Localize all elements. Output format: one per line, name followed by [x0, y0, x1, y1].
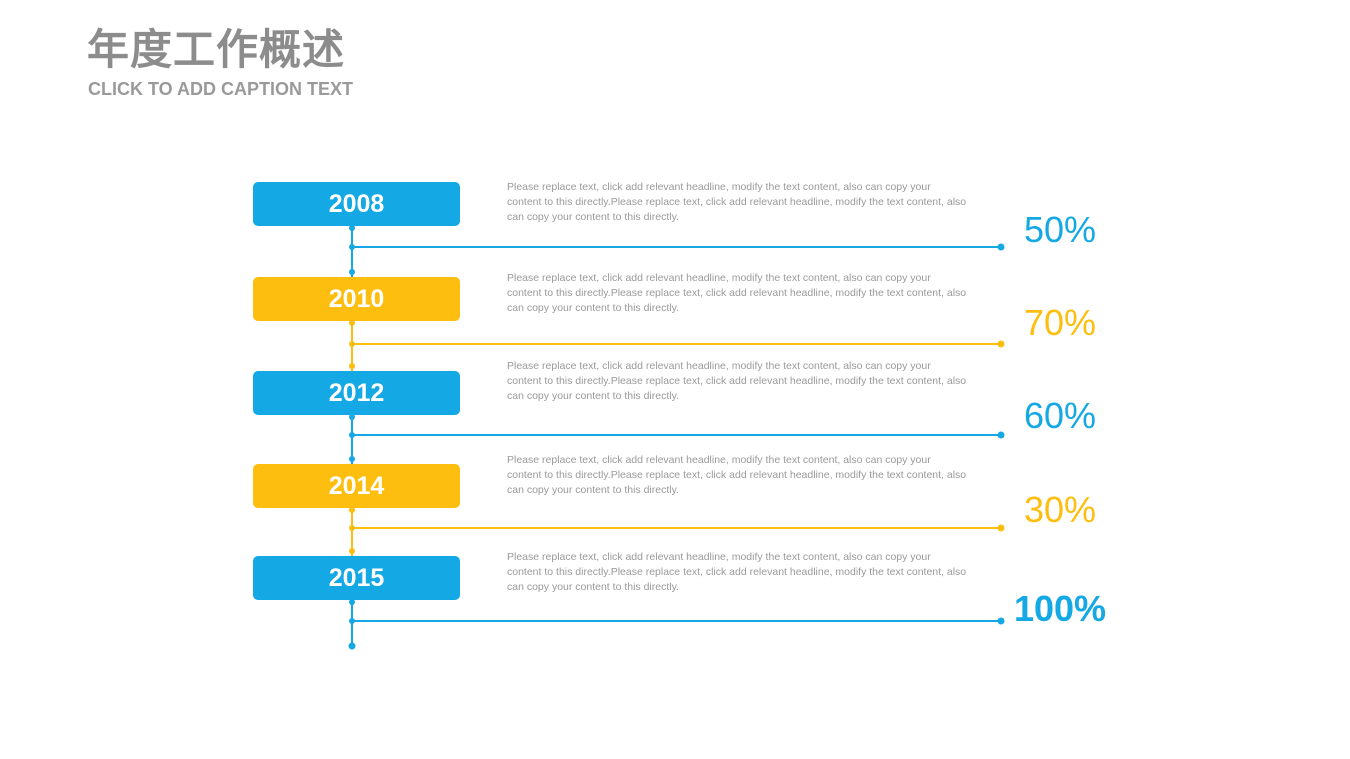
percent-label: 60% [1023, 395, 1097, 436]
connector-end-dot [997, 431, 1005, 439]
connector-end-dot [997, 524, 1005, 532]
spine-dot [349, 269, 355, 275]
percent-label: 50% [1023, 209, 1097, 250]
spine-dot [349, 363, 355, 369]
slide-title: 年度工作概述 [87, 25, 346, 74]
year-box-2010: 2010 [253, 277, 460, 321]
percent-label: 30% [1023, 489, 1097, 530]
connector-end-dot [997, 617, 1005, 625]
year-box-2008: 2008 [253, 182, 460, 226]
spine-end-dot [348, 642, 356, 650]
year-box-2015: 2015 [253, 556, 460, 600]
year-box-2012: 2012 [253, 371, 460, 415]
connector-end-dot [997, 243, 1005, 251]
item-description: Please replace text, click add relevant … [507, 454, 967, 496]
spine-dot [349, 548, 355, 554]
spine-dot [349, 456, 355, 462]
spine-dot [349, 225, 355, 231]
spine-dot [349, 320, 355, 326]
spine-dot [349, 507, 355, 513]
spine-dot [349, 599, 355, 605]
slide-subtitle: CLICK TO ADD CAPTION TEXT [88, 79, 353, 99]
year-box-2014: 2014 [253, 464, 460, 508]
item-description: Please replace text, click add relevant … [507, 181, 967, 223]
connector-end-dot [997, 340, 1005, 348]
item-description: Please replace text, click add relevant … [507, 360, 967, 402]
item-description: Please replace text, click add relevant … [507, 272, 967, 314]
percent-label: 70% [1023, 302, 1097, 343]
item-description: Please replace text, click add relevant … [507, 551, 967, 593]
percent-label: 100% [1013, 588, 1107, 629]
spine-dot [349, 414, 355, 420]
